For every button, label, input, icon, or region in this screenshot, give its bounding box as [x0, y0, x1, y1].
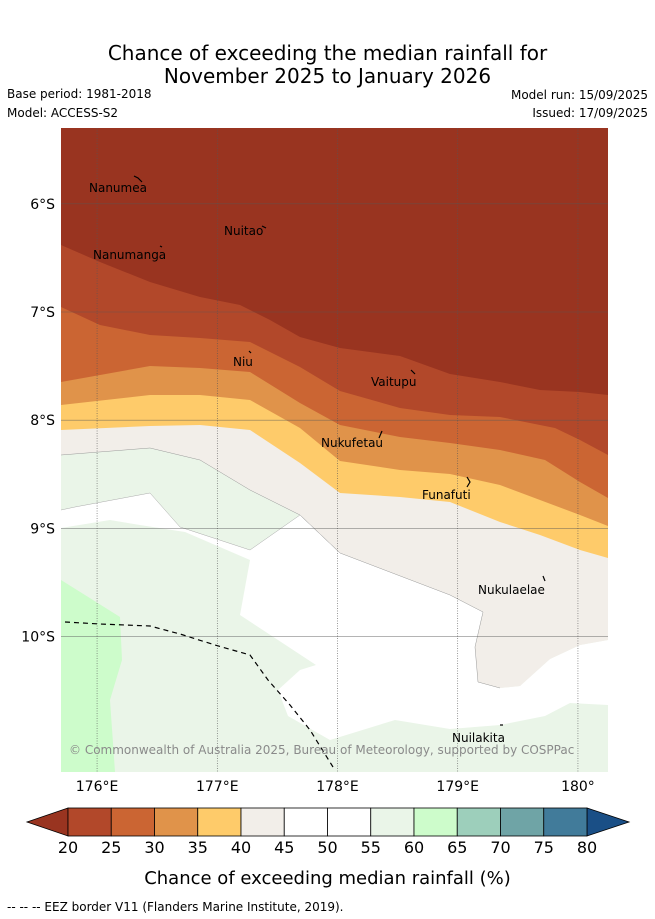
nukulaelae-atoll	[542, 575, 546, 582]
colorbar-swatch	[240, 807, 285, 837]
colorbar-swatch	[500, 807, 545, 837]
place-label-niu: Niu	[233, 355, 253, 369]
band-45-55	[61, 493, 608, 740]
base-period: Base period: 1981-2018	[7, 87, 152, 101]
model-name: Model: ACCESS-S2	[7, 106, 119, 120]
colorbar-tick-label: 60	[404, 838, 424, 857]
niu-atoll	[248, 350, 252, 354]
colorbar-swatch	[110, 807, 155, 837]
model-run: Model run: 15/09/2025	[510, 88, 648, 102]
atoll-marks	[133, 175, 546, 726]
colorbar-under-arrow	[25, 807, 69, 837]
colorbar-over-arrow	[586, 807, 631, 837]
place-label-nanumanga: Nanumanga	[93, 248, 166, 262]
place-label-funafuti: Funafuti	[422, 488, 471, 502]
colorbar-tick-label: 20	[58, 838, 78, 857]
probability-bands: Nanumea Nuitao Nanumanga Niu Vaitupu Nuk…	[61, 128, 608, 772]
colorbar-swatch	[543, 807, 588, 837]
colorbar-tick-label: 35	[188, 838, 208, 857]
colorbar-tick-label: 80	[577, 838, 597, 857]
place-labels: Nanumea Nuitao Nanumanga Niu Vaitupu Nuk…	[89, 181, 545, 745]
nanumea-atoll	[133, 175, 143, 183]
lat-tick-label: 7°S	[30, 305, 55, 321]
lon-tick-label: 176°E	[76, 779, 119, 795]
colorbar-tick-label: 55	[361, 838, 381, 857]
eez-border-line	[64, 621, 334, 768]
issued-date: Issued: 17/09/2025	[532, 106, 648, 120]
colorbar-swatch	[197, 807, 242, 837]
nanumanga-atoll	[159, 245, 163, 248]
band-below-20	[61, 128, 608, 395]
lat-tick-label: 10°S	[21, 630, 55, 646]
nuitao-atoll	[261, 225, 267, 229]
place-label-nukufetau: Nukufetau	[321, 436, 383, 450]
colorbar-swatch	[370, 807, 415, 837]
colorbar-tick-label: 45	[274, 838, 294, 857]
colorbar-swatch	[413, 807, 458, 837]
lon-tick-label: 180°	[561, 779, 595, 795]
lat-tick-label: 8°S	[30, 413, 55, 429]
graticule	[61, 128, 608, 772]
place-label-vaitupu: Vaitupu	[371, 375, 417, 389]
colorbar-swatch	[456, 807, 501, 837]
copyright-notice: © Commonwealth of Australia 2025, Bureau…	[69, 743, 574, 757]
axis-labels: 176°E 177°E 178°E 179°E 180° 6°S 7°S 8°S 9°S 10°S	[21, 197, 595, 795]
lon-tick-label: 178°E	[316, 779, 359, 795]
place-label-nuitao: Nuitao	[224, 224, 263, 238]
place-label-nuilakita: Nuilakita	[452, 731, 505, 745]
contour-line-55	[61, 492, 341, 554]
colorbar-tick-label: 50	[317, 838, 337, 857]
colorbar-tick-label: 75	[534, 838, 554, 857]
eez-footnote: -- -- -- EEZ border V11 (Flanders Marine…	[7, 900, 344, 914]
nukufetau-atoll	[378, 430, 383, 439]
place-label-nukulaelae: Nukulaelae	[478, 583, 545, 597]
colorbar-tick-label: 40	[231, 838, 251, 857]
title-line-2: November 2025 to January 2026	[163, 64, 492, 88]
lon-tick-label: 177°E	[196, 779, 239, 795]
colorbar-tick-label: 30	[144, 838, 164, 857]
colorbar-label: Chance of exceeding median rainfall (%)	[144, 868, 511, 889]
colorbar-swatch	[327, 807, 372, 837]
title-line-1: Chance of exceeding the median rainfall …	[107, 41, 548, 65]
funafuti-atoll	[466, 476, 471, 488]
colorbar-tick-label: 65	[447, 838, 467, 857]
colorbar-tick-label: 70	[490, 838, 510, 857]
lat-tick-label: 9°S	[30, 521, 55, 537]
colorbar-swatch	[283, 807, 328, 837]
colorbar-tick-label: 25	[101, 838, 121, 857]
place-label-nanumea: Nanumea	[89, 181, 147, 195]
vaitupu-atoll	[410, 369, 416, 375]
colorbar-swatch	[67, 807, 112, 837]
band-60-65	[61, 580, 122, 772]
colorbar: 20 25 30 35 40 45 50 55 60 65 70 75 80	[25, 807, 631, 857]
colorbar-swatch	[154, 807, 199, 837]
lat-tick-label: 6°S	[30, 197, 55, 213]
lon-tick-label: 179°E	[436, 779, 479, 795]
